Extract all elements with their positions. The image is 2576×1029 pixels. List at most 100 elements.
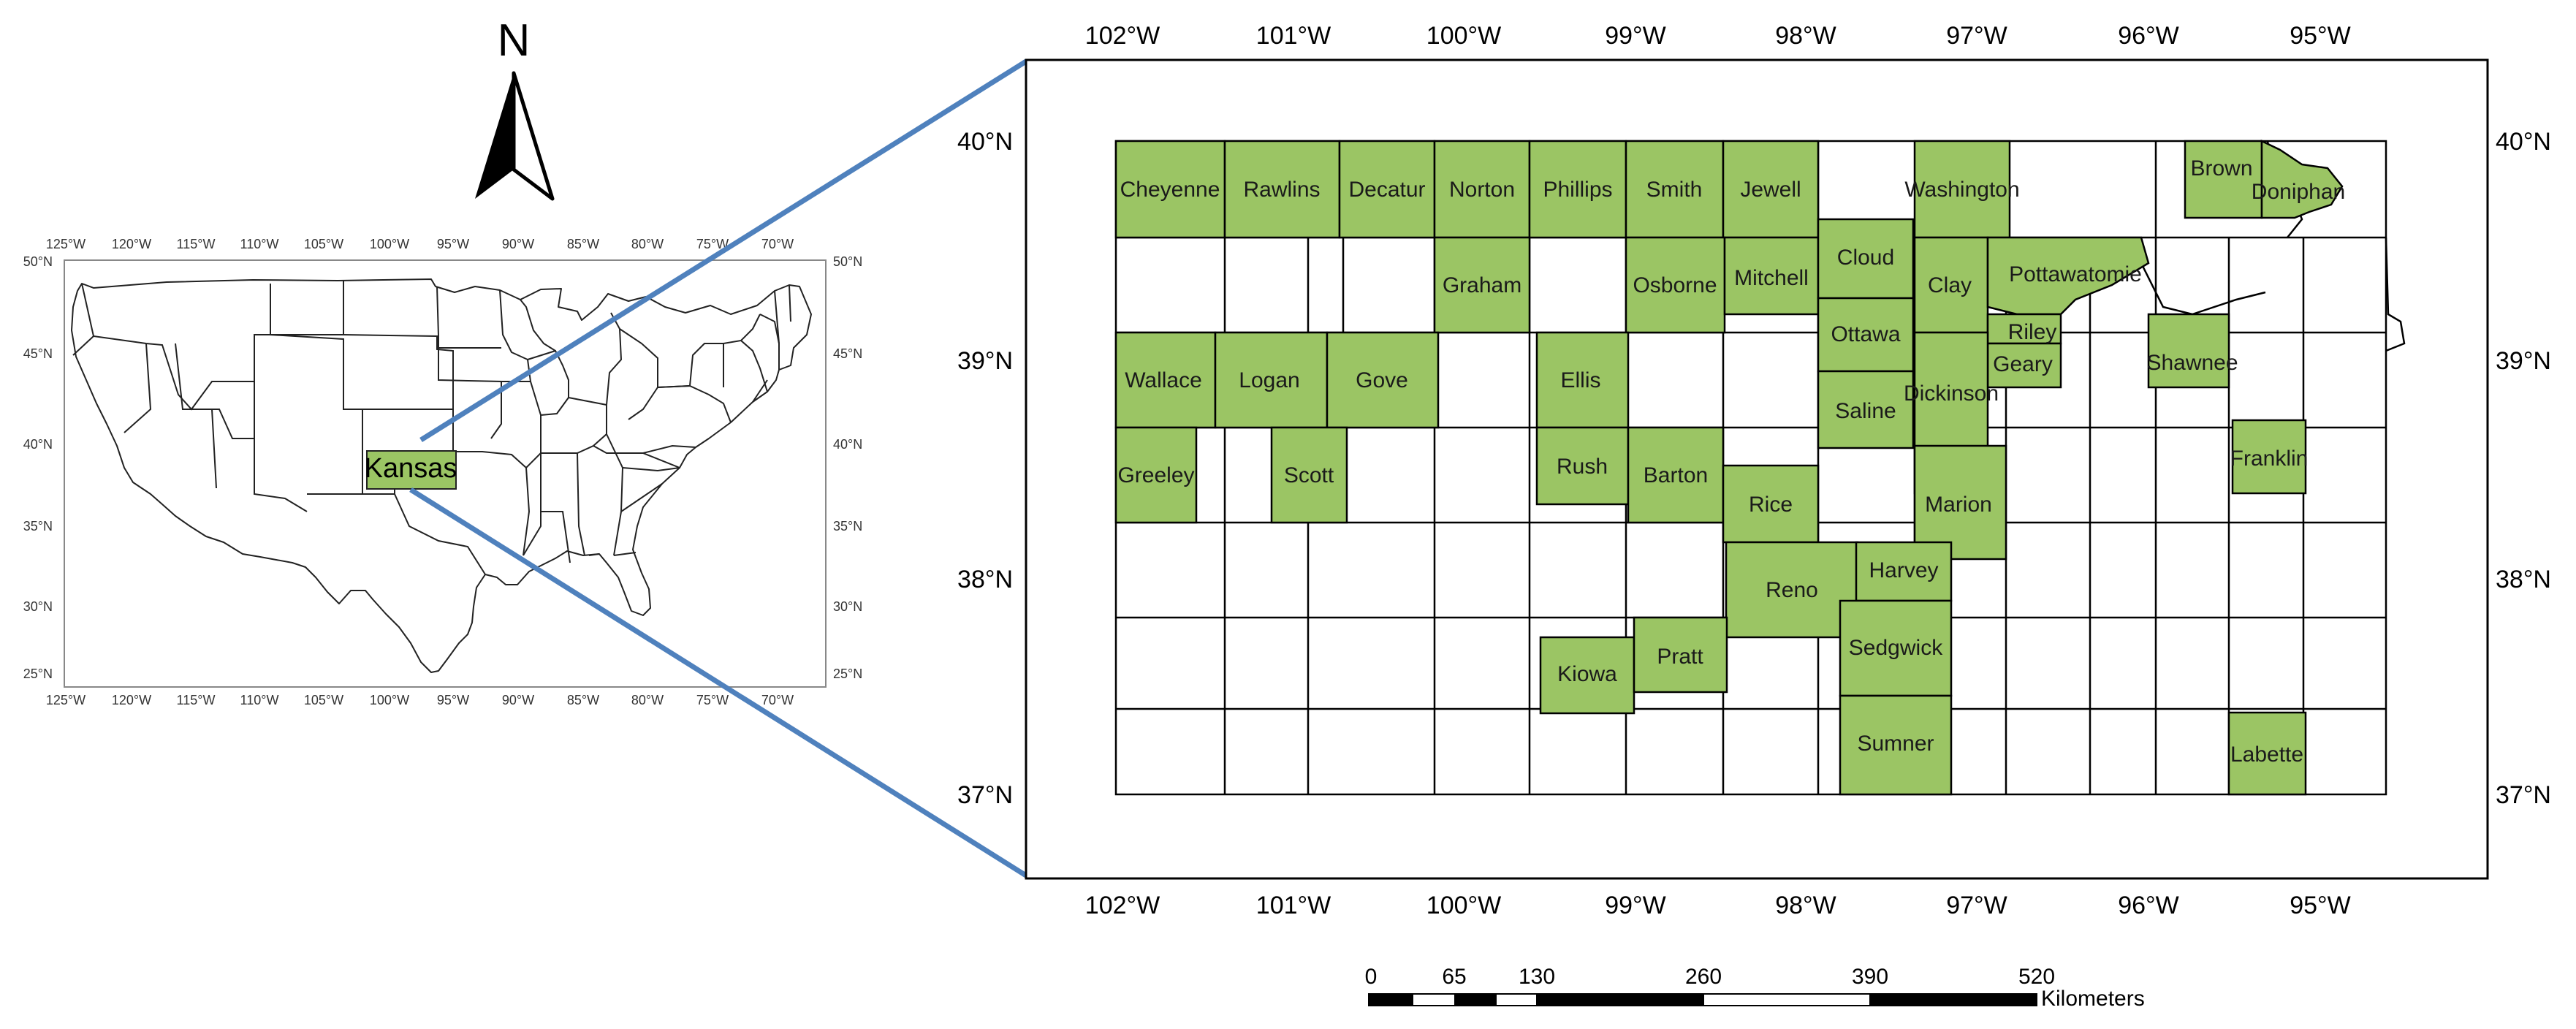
county-label-geary: Geary [1993, 352, 2053, 376]
us-lat-ticks-left: 50°N 45°N 40°N 35°N 30°N 25°N [23, 254, 53, 681]
lon-tick-label: 95°W [2290, 892, 2351, 919]
lon-tick-label: 102°W [1085, 892, 1160, 919]
lat-tick-label: 40°N [2496, 128, 2551, 156]
us-lon-tick: 120°W [112, 237, 151, 251]
county-label-kiowa: Kiowa [1557, 662, 1617, 686]
county-brown [2184, 140, 2263, 219]
us-lon-ticks-top: 125°W 120°W 115°W 110°W 105°W 100°W 95°W 90°W 85… [46, 237, 794, 251]
us-lon-tick: 105°W [304, 693, 343, 707]
county-label-harvey: Harvey [1869, 558, 1938, 582]
kansas-lat-ticks-left: 40°N 39°N 38°N 37°N [957, 128, 1013, 809]
highlighted-counties [1114, 140, 2344, 796]
connector-top-line [419, 59, 1027, 442]
county-smith [1625, 140, 1725, 239]
county-label-sedgwick: Sedgwick [1849, 636, 1943, 660]
us-lat-tick: 50°N [833, 254, 862, 269]
us-lat-tick: 45°N [833, 346, 862, 361]
kansas-detail-map: Cheyenne Rawlins Decatur Norton Phillips Smit… [957, 22, 2551, 919]
county-pratt [1633, 616, 1728, 694]
us-lat-tick: 25°N [833, 667, 862, 681]
us-lon-tick: 85°W [567, 693, 599, 707]
county-ellis [1535, 331, 1630, 429]
scale-tick-label: 0 [1365, 965, 1378, 989]
scale-tick-label: 65 [1442, 965, 1466, 989]
county-label-riley: Riley [2008, 320, 2057, 344]
lon-tick-label: 97°W [1946, 892, 2007, 919]
county-label-reno: Reno [1766, 578, 1818, 602]
lon-tick-label: 101°W [1256, 892, 1331, 919]
county-label-gove: Gove [1356, 368, 1408, 392]
county-franklin [2231, 419, 2307, 495]
connector-bottom-line [409, 487, 1027, 878]
us-map-borders [72, 281, 791, 575]
county-label-franklin: Franklin [2230, 447, 2309, 471]
us-lon-tick: 110°W [240, 237, 279, 251]
county-label-sumner: Sumner [1857, 732, 1934, 756]
county-barton [1627, 426, 1725, 524]
county-label-barton: Barton [1644, 463, 1708, 487]
scale-bar-segments [1368, 993, 2037, 1006]
us-lat-tick: 25°N [23, 667, 53, 681]
county-label-labette: Labette [2230, 743, 2303, 767]
us-lat-tick: 45°N [23, 346, 53, 361]
us-lon-tick: 110°W [240, 693, 279, 707]
us-lat-tick: 40°N [833, 437, 862, 452]
county-norton [1433, 140, 1531, 239]
scale-tick-label: 390 [1852, 965, 1888, 989]
lon-tick-label: 102°W [1085, 22, 1160, 50]
county-label-rice: Rice [1749, 493, 1793, 517]
lon-tick-label: 98°W [1775, 22, 1836, 50]
us-lon-tick: 95°W [437, 237, 469, 251]
county-pottawatomie [1986, 236, 2150, 316]
county-rice [1722, 464, 1820, 544]
us-lon-tick: 85°W [567, 237, 599, 251]
county-graham [1433, 236, 1531, 334]
county-labels: Cheyenne Rawlins Decatur Norton Phillips Smit… [1117, 156, 2345, 767]
us-lon-tick: 75°W [696, 693, 729, 707]
county-label-doniphan: Doniphan [2252, 180, 2345, 204]
lon-tick-label: 99°W [1605, 892, 1666, 919]
county-logan [1214, 331, 1329, 429]
lon-tick-label: 100°W [1426, 892, 1501, 919]
us-lat-tick: 35°N [833, 519, 862, 534]
north-label: N [498, 15, 531, 66]
county-sumner [1839, 694, 1953, 796]
us-lon-tick: 95°W [437, 693, 469, 707]
county-decatur [1338, 140, 1436, 239]
county-label-ellis: Ellis [1560, 368, 1600, 392]
county-label-smith: Smith [1646, 178, 1703, 202]
scale-tick-label: 130 [1519, 965, 1555, 989]
county-shawnee [2147, 313, 2230, 389]
county-washington [1913, 140, 2011, 239]
kansas-label: Kansas [365, 453, 457, 484]
county-clay [1913, 236, 1989, 334]
us-lon-tick: 70°W [761, 693, 794, 707]
lon-tick-label: 99°W [1605, 22, 1666, 50]
us-lon-ticks-bottom: 125°W 120°W 115°W 110°W 105°W 100°W 95°W 90°W 85… [46, 693, 794, 707]
us-lat-tick: 30°N [833, 599, 862, 614]
us-lon-tick: 100°W [370, 237, 409, 251]
county-label-logan: Logan [1239, 368, 1299, 392]
county-label-washington: Washington [1904, 178, 2019, 202]
county-scott [1270, 426, 1348, 524]
lat-tick-label: 38°N [957, 566, 1013, 593]
county-label-marion: Marion [1925, 493, 1992, 517]
lon-tick-label: 101°W [1256, 22, 1331, 50]
county-label-saline: Saline [1835, 399, 1896, 423]
us-lat-tick: 40°N [23, 437, 53, 452]
county-reno [1725, 541, 1859, 639]
county-label-rush: Rush [1557, 455, 1608, 479]
lat-tick-label: 37°N [957, 781, 1013, 809]
county-label-shawnee: Shawnee [2146, 351, 2238, 375]
us-lon-tick: 125°W [46, 237, 86, 251]
lon-tick-label: 95°W [2290, 22, 2351, 50]
county-doniphan [2260, 140, 2344, 219]
county-label-brown: Brown [2190, 156, 2252, 181]
county-harvey [1855, 541, 1953, 602]
lon-tick-label: 97°W [1946, 22, 2007, 50]
north-arrow: N [475, 15, 555, 201]
scale-tick-label: 520 [2018, 965, 2055, 989]
scale-bar-ticks: 0 65 130 260 390 520 [1365, 965, 2055, 989]
scale-tick-label: 260 [1685, 965, 1722, 989]
